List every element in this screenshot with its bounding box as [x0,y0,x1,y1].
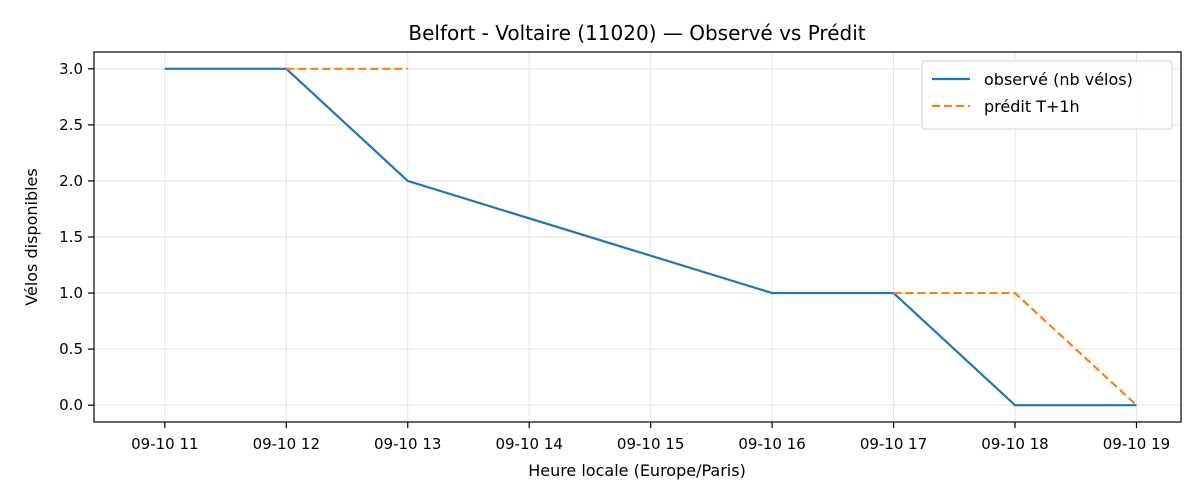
x-tick-label: 09-10 14 [495,435,562,453]
y-tick-label: 1.0 [59,284,83,302]
series [164,67,1138,407]
x-tick-label: 09-10 17 [860,435,927,453]
y-tick-label: 3.0 [59,60,83,78]
x-tick-label: 09-10 19 [1103,435,1170,453]
y-tick-label: 0.5 [59,340,83,358]
chart-title: Belfort - Voltaire (11020) — Observé vs … [408,21,865,45]
y-tick-label: 2.0 [59,172,83,190]
x-tick-label: 09-10 12 [253,435,320,453]
x-axis-label: Heure locale (Europe/Paris) [528,461,746,480]
ticks: 09-10 11 09-10 12 09-10 13 09-10 14 09-10 15… [59,60,1170,453]
y-tick-label: 2.5 [59,116,83,134]
x-tick-label: 09-10 16 [738,435,805,453]
x-tick-label: 09-10 13 [374,435,441,453]
series-line [893,291,1138,406]
legend-box [921,60,1173,130]
x-tick-label: 09-10 15 [617,435,684,453]
y-tick-label: 1.5 [59,228,83,246]
series-1 [286,67,1138,406]
y-axis-label: Vélos disponibles [22,168,41,305]
x-tick-label: 09-10 18 [981,435,1048,453]
y-tick-label: 0.0 [59,396,83,414]
x-tick-label: 09-10 11 [131,435,198,453]
legend-label: prédit T+1h [984,97,1080,116]
legend-label: observé (nb vélos) [984,70,1133,89]
legend: observé (nb vélos) prédit T+1h [921,60,1173,130]
